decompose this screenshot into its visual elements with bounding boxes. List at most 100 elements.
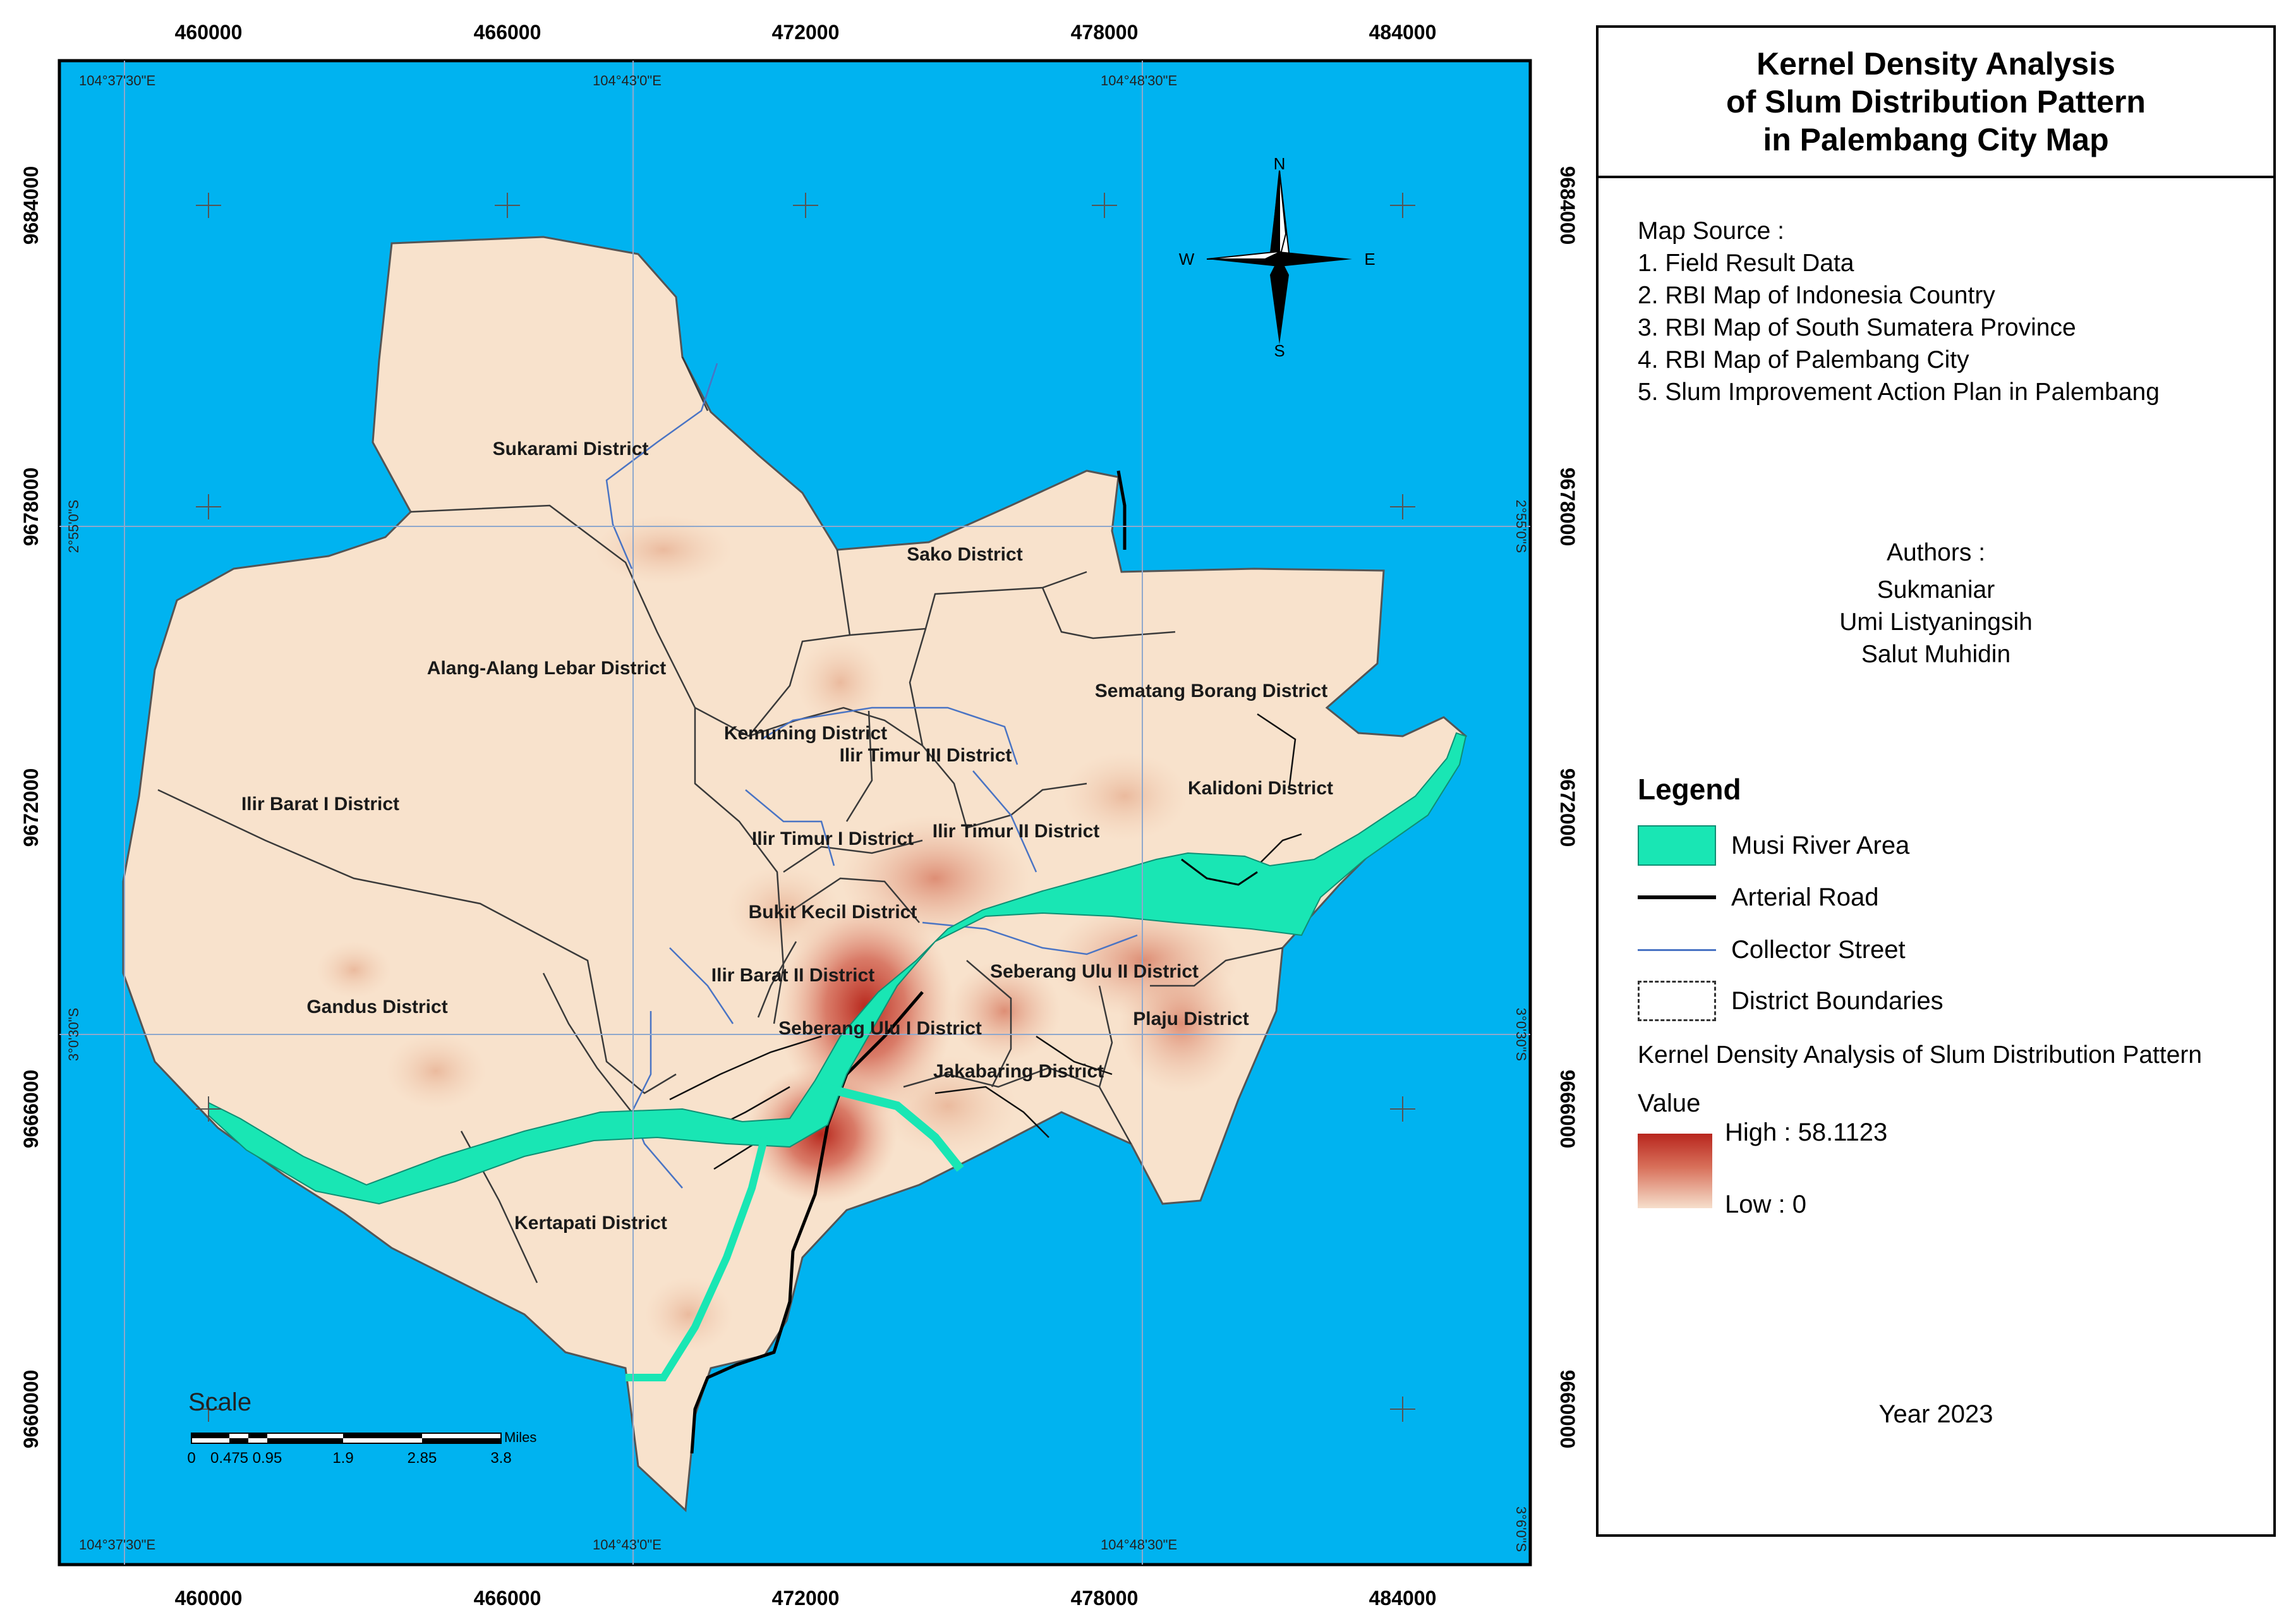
source-item: 5. Slum Improvement Action Plan in Palem… [1638,379,2160,406]
author-name: Salut Muhidin [1861,641,2011,668]
density-hotspot [594,515,733,585]
musi-tributary [626,1136,768,1381]
author-name: Sukmaniar [1877,576,1995,603]
district-label: Kalidoni District [1188,778,1333,799]
lon-label: 104°43'0"E [593,1537,662,1553]
lat-label: 2°55'0"S [66,500,82,553]
district-label: Sako District [907,544,1022,565]
authors: Authors : Sukmaniar Umi Listyaningsih Sa… [1599,536,2273,670]
scale-bar: Scale Miles 0 0.475 0.95 1.9 2.85 3.8 [187,1388,536,1467]
x-tick-label: 472000 [772,21,840,44]
compass-e: E [1364,250,1375,269]
y-tick-label: 9672000 [20,768,42,847]
scale-tick: 2.85 [408,1450,437,1467]
y-tick-label: 9684000 [1556,166,1579,245]
lon-label: 104°37'30"E [79,73,155,88]
musi-tributary [820,1082,964,1172]
scale-tick: 0.475 [210,1450,248,1467]
density-hotspot [727,866,840,954]
kalidoni-bend [1181,858,1258,886]
source-item: 1. Field Result Data [1638,250,1854,277]
y-tick-label: 9660000 [1556,1370,1579,1449]
district-label: Ilir Timur II District [933,821,1100,842]
density-hotspot [1118,954,1245,1093]
source-item: 3. RBI Map of South Sumatera Province [1638,314,2076,341]
scale-tick: 0.95 [253,1450,282,1467]
map-year: Year 2023 [1878,1400,1993,1428]
authors-heading: Authors : [1886,539,1986,566]
district-label: Ilir Timur III District [840,745,1012,766]
y-tick-label: 9678000 [20,468,42,547]
musi-river [208,732,1467,1205]
density-hotspot [796,638,885,727]
lat-label: 3°0'30"S [1513,1008,1529,1061]
y-tick-label: 9666000 [20,1070,42,1149]
low-value-label: Low : 0 [1725,1191,1806,1218]
district-label: Jakabaring District [933,1061,1104,1082]
x-tick-label: 466000 [474,21,541,44]
kernel-density-title: Kernel Density Analysis of Slum Distribu… [1638,1041,2203,1069]
district-label: Ilir Timur I District [752,828,914,849]
x-tick-label: 466000 [474,1587,541,1609]
scale-tick: 0 [187,1450,195,1467]
grid-crosses [196,193,1415,1422]
source-item: 4. RBI Map of Palembang City [1638,346,1969,373]
density-hotspot [1061,752,1188,840]
district-label: Plaju District [1133,1009,1248,1029]
y-tick-label: 9672000 [1556,768,1579,847]
lon-labels: 104°37'30"E 104°43'0"E 104°48'30"E 104°3… [79,73,1177,1553]
x-tick-label: 478000 [1071,21,1139,44]
compass-n: N [1274,154,1286,173]
district-boundaries [157,356,1283,1283]
north-arrow: N S W E [1179,154,1375,360]
arterial-swatch [1638,895,1716,899]
district-label: Ilir Barat I District [241,794,399,815]
sources-heading: Map Source : [1638,217,1784,245]
y-grid-labels-right: 9684000 9678000 9672000 9666000 9660000 [1556,166,1579,1449]
district-label: Bukit Kecil District [749,902,917,923]
density-color-ramp [1638,1134,1712,1208]
lat-label: 3°0'30"S [66,1008,82,1061]
scale-tick: 1.9 [332,1450,353,1467]
y-tick-label: 9678000 [1556,468,1579,547]
district-label: Kertapati District [514,1213,667,1233]
source-item: 2. RBI Map of Indonesia Country [1638,282,1995,309]
boundary-swatch [1638,981,1716,1021]
density-hotspot [316,942,392,998]
lat-label: 3°6'0"S [1513,1506,1529,1552]
scale-unit: Miles [504,1429,536,1445]
district-label: Sukarami District [493,439,649,459]
lon-label: 104°37'30"E [79,1537,155,1553]
x-tick-label: 484000 [1369,1587,1437,1609]
x-tick-label: 484000 [1369,21,1437,44]
x-tick-label: 460000 [175,21,243,44]
map-title: Kernel Density Analysis of Slum Distribu… [1599,28,2273,178]
collector-swatch [1638,948,1716,951]
graticule [59,61,1530,1565]
x-tick-label: 472000 [772,1587,840,1609]
lat-labels: 2°55'0"S 3°0'30"S 2°55'0"S 3°0'30"S 3°6'… [66,500,1529,1552]
arterial-roads [690,470,1127,1454]
scale-title: Scale [188,1388,251,1416]
district-label: Seberang Ulu II District [990,961,1199,982]
legend-item-arterial: Arterial Road [1638,877,1878,918]
lat-label: 2°55'0"S [1513,500,1529,553]
district-label: Seberang Ulu I District [778,1018,982,1039]
district-label: Ilir Barat II District [711,965,874,986]
legend-label: Arterial Road [1731,883,1879,911]
district-label: Kemuning District [724,723,887,744]
lon-label: 104°43'0"E [593,73,662,88]
x-grid-labels-bottom: 460000 466000 472000 478000 484000 [175,1587,1437,1609]
y-tick-label: 9666000 [1556,1070,1579,1149]
map-title-text: Kernel Density Analysis of Slum Distribu… [1726,46,2146,157]
x-grid-labels-top: 460000 466000 472000 478000 484000 [175,21,1437,44]
density-hotspot [385,1033,487,1109]
legend-label: Musi River Area [1731,831,1910,859]
river-swatch [1638,825,1716,866]
y-tick-label: 9660000 [20,1370,42,1449]
high-value-label: High : 58.1123 [1725,1118,1888,1146]
density-hotspot [948,960,1061,1062]
legend-panel: Kernel Density Analysis of Slum Distribu… [1596,25,2276,1537]
legend-label: District Boundaries [1731,986,1943,1015]
